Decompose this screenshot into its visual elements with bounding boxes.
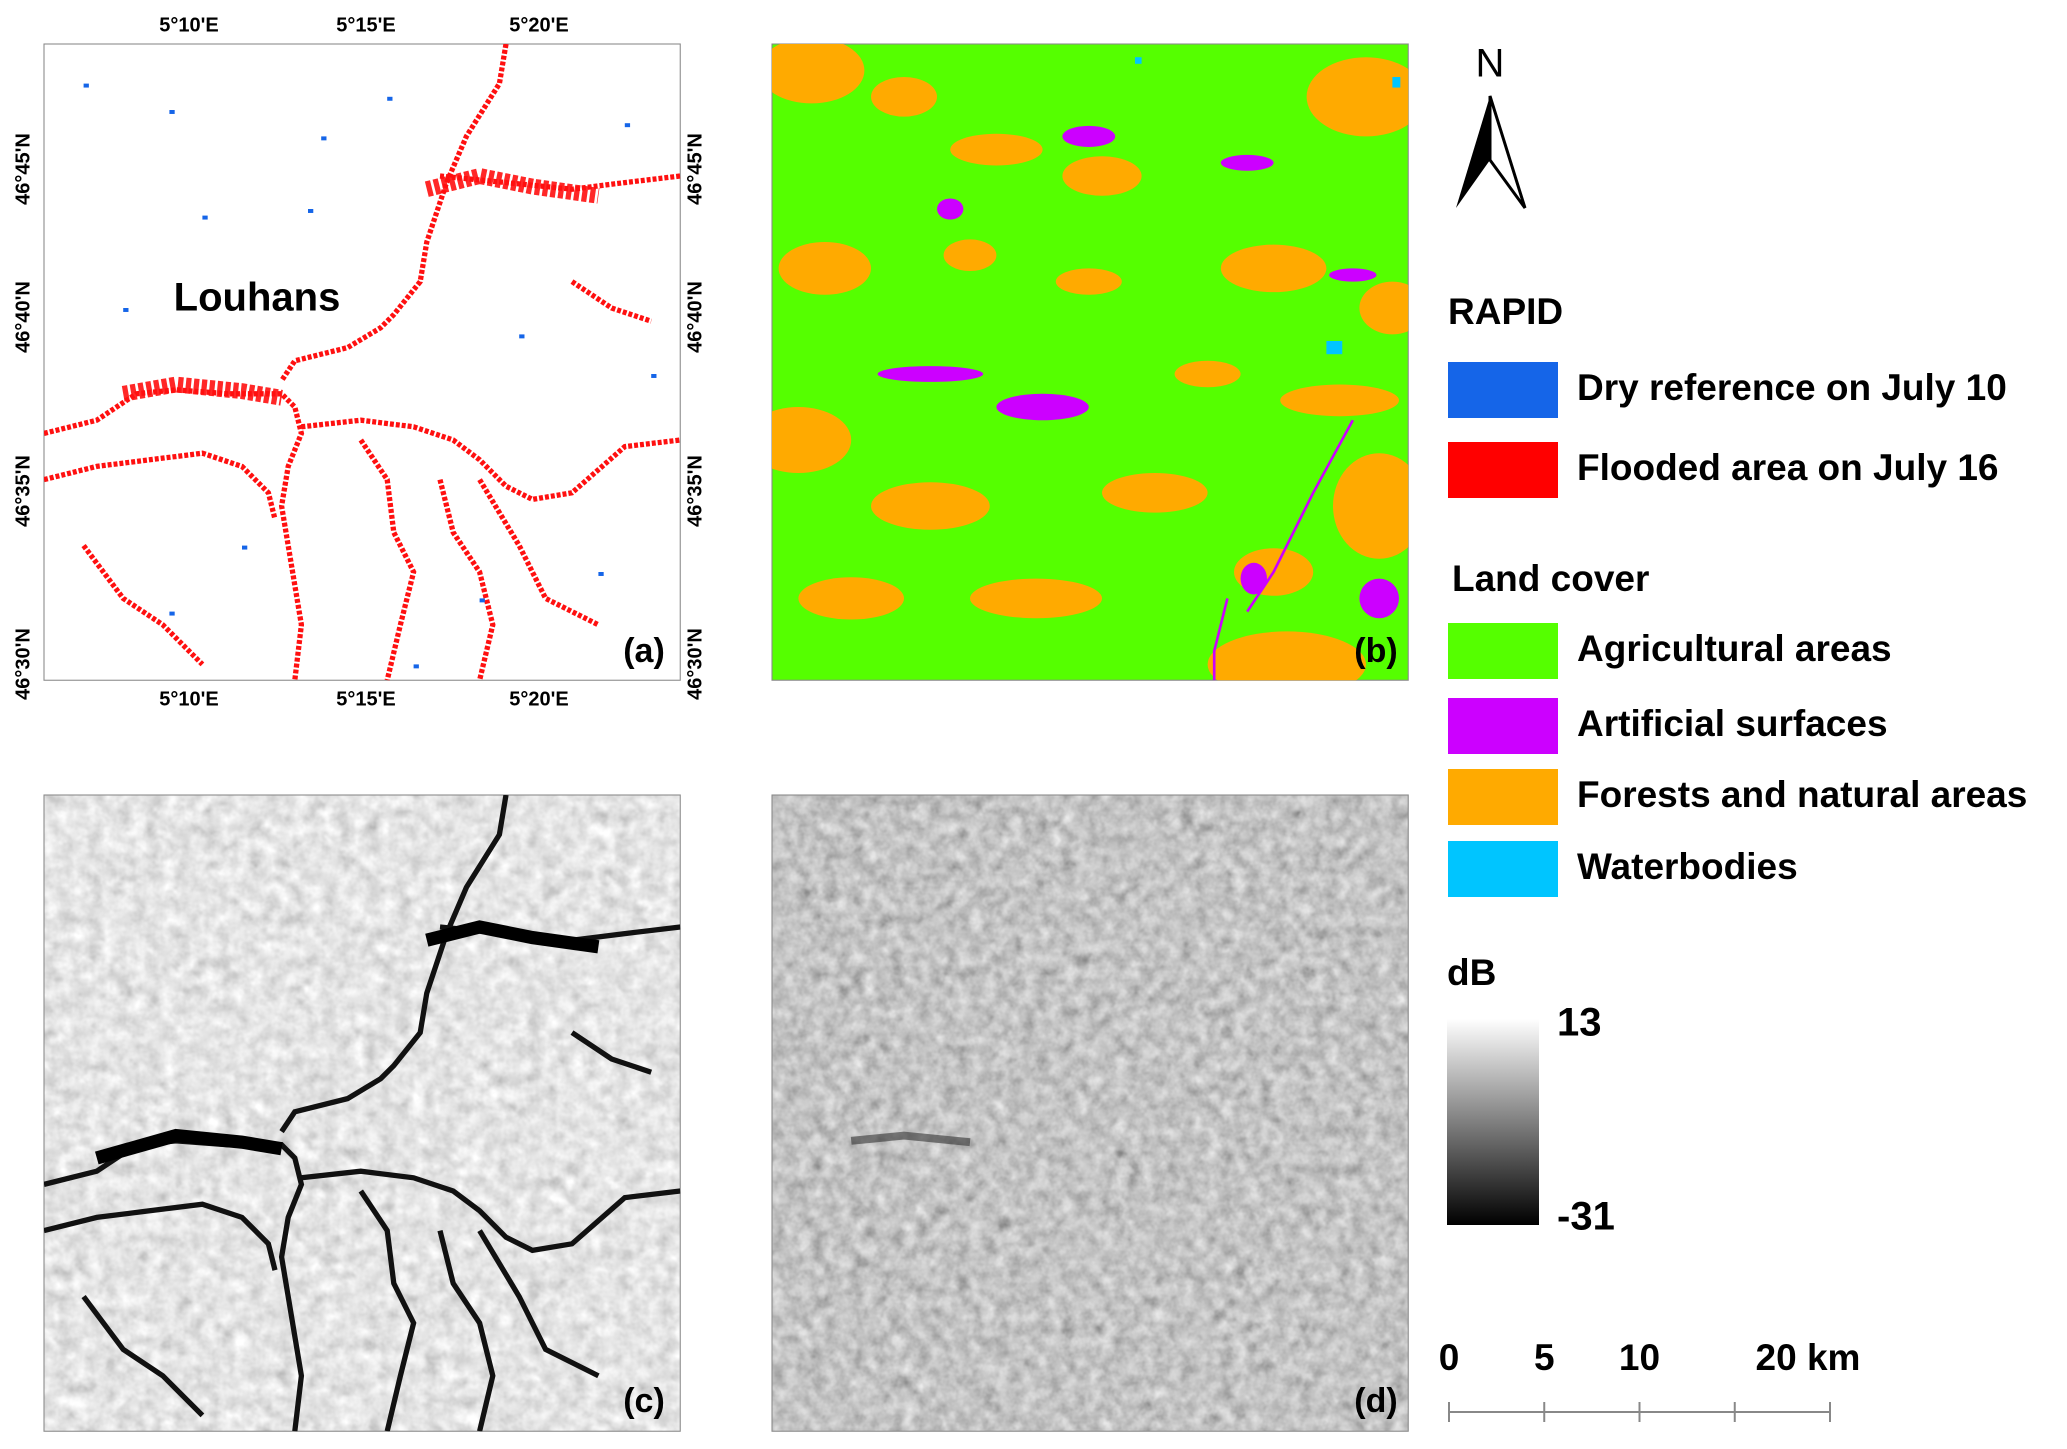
lat-tick-label: 46°35'N [12,455,34,527]
lat-tick-label: 46°45'N [12,133,34,205]
scale-bar-label: 10 [1619,1337,1660,1378]
north-arrow [1456,95,1527,209]
lat-tick-label: 46°30'N [684,628,706,700]
place-label: Louhans [174,276,341,320]
legend-swatch [1448,623,1558,679]
legend-swatch [1448,362,1558,418]
panel-label: (c) [623,1382,665,1420]
legend-label: Dry reference on July 10 [1577,367,2007,408]
legend-swatch [1448,841,1558,897]
legend-swatch [1448,769,1558,825]
legend-label: Flooded area on July 16 [1577,447,1999,488]
panel-label: (a) [623,632,665,670]
lat-tick-label: 46°35'N [684,455,706,527]
legend-label: Artificial surfaces [1577,703,1888,744]
lat-tick-label: 46°40'N [12,281,34,353]
panel-label: (b) [1354,632,1397,670]
lon-tick-label: 5°20'E [509,14,568,36]
lon-tick-label: 5°10'E [159,14,218,36]
lon-tick-label: 5°10'E [159,688,218,710]
north-label: N [1476,42,1505,86]
colorbar-tick-label: 13 [1557,1001,1602,1045]
colorbar-tick-label: -31 [1557,1195,1615,1239]
legend-label: Forests and natural areas [1577,774,2027,815]
panel-a-map [43,43,681,681]
scale-bar-label: 5 [1534,1337,1555,1378]
colorbar [1447,1019,1539,1225]
legend-section-title: Land cover [1452,558,1649,599]
lon-tick-label: 5°20'E [509,688,568,710]
panel-c-sar [43,794,681,1432]
lon-tick-label: 5°15'E [336,14,395,36]
legend-label: Agricultural areas [1577,628,1892,669]
scale-bar-label: 20 km [1756,1337,1861,1378]
legend-swatch [1448,698,1558,754]
colorbar-title: dB [1447,952,1496,993]
legend-label: Waterbodies [1577,846,1798,887]
lon-tick-label: 5°15'E [336,688,395,710]
panel-label: (d) [1354,1382,1397,1420]
lat-tick-label: 46°40'N [684,281,706,353]
legend-section-title: RAPID [1448,291,1563,332]
lat-tick-label: 46°30'N [12,628,34,700]
scale-bar-label: 0 [1439,1337,1460,1378]
panel-d-sar [771,794,1409,1432]
lat-tick-label: 46°45'N [684,133,706,205]
legend-swatch [1448,442,1558,498]
panel-b-map [771,43,1409,681]
